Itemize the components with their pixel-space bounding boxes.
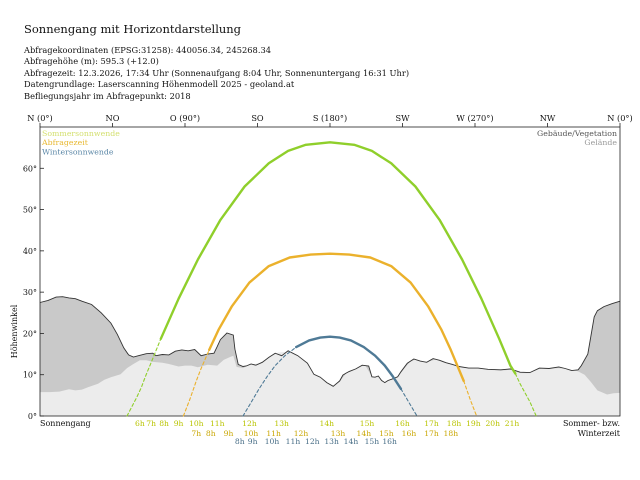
hour-label: 18h [447, 419, 462, 428]
chart-header: Sonnengang mit Horizontdarstellung Abfra… [24, 22, 409, 102]
chart-title: Sonnengang mit Horizontdarstellung [24, 22, 242, 36]
y-tick-label: 60° [23, 164, 37, 173]
hour-label: 12h [294, 429, 309, 438]
hour-label: 10h [244, 429, 259, 438]
hour-label: 12h [242, 419, 257, 428]
info-query-time: Abfragezeit: 12.3.2026, 17:34 Uhr (Sonne… [24, 67, 410, 78]
hour-label: 17h [424, 429, 439, 438]
hour-label: 21h [505, 419, 520, 428]
bottom-right-label-1: Sommer- bzw. [563, 419, 620, 428]
legend-left-entry: Wintersonnwende [42, 147, 114, 156]
sun-path-summer [126, 338, 162, 417]
x-tick-label: NW [540, 113, 556, 123]
hour-label: 15h [365, 437, 380, 446]
hour-label: 17h [424, 419, 439, 428]
info-height: Abfragehöhe (m): 595.3 (+12.0) [24, 56, 159, 67]
hour-label: 9h [174, 419, 184, 428]
sun-path-winter [295, 335, 403, 390]
sun-path-winter [242, 346, 297, 417]
legend-left-entry: Abfragezeit [41, 138, 89, 147]
hour-label: 11h [210, 419, 225, 428]
hour-label: 13h [331, 429, 346, 438]
hour-label: 8h [159, 419, 169, 428]
sun-path-winter [400, 388, 418, 417]
info-data-source: Datengrundlage: Laserscanning Höhenmodel… [24, 79, 295, 90]
legend-left-entry: Sommersonnwende [42, 129, 120, 138]
hour-label: 14h [357, 429, 372, 438]
hour-label: 10h [265, 437, 280, 446]
sun-path-summer [159, 141, 517, 375]
sun-path-query [208, 252, 465, 383]
hour-label: 6h [135, 419, 145, 428]
hour-label: 16h [395, 419, 410, 428]
hour-label: 12h [305, 437, 320, 446]
hour-label: 19h [466, 419, 481, 428]
x-tick-label: S (180°) [313, 113, 347, 123]
y-tick-label: 40° [23, 247, 37, 256]
x-tick-label: O (90°) [170, 113, 200, 123]
x-tick-label: NO [106, 113, 120, 123]
hour-label: 8h [206, 429, 216, 438]
y-tick-label: 0° [28, 412, 37, 421]
hour-label: 7h [191, 429, 201, 438]
hour-label: 13h [274, 419, 289, 428]
y-tick-label: 50° [23, 206, 37, 215]
hour-label: 16h [382, 437, 397, 446]
x-tick-label: SW [395, 113, 410, 123]
x-tick-label: SO [251, 113, 264, 123]
hour-label: 16h [402, 429, 417, 438]
legend-right-entry: Gelände [584, 138, 617, 147]
hour-label: 20h [485, 419, 500, 428]
hour-label: 18h [444, 429, 459, 438]
hour-label: 10h [189, 419, 204, 428]
x-tick-label: W (270°) [456, 113, 493, 123]
hour-label: 9h [248, 437, 258, 446]
sun-path-summer [514, 372, 537, 417]
sun-path-query [463, 380, 478, 417]
legend-right-entry: Gebäude/Vegetation [537, 129, 617, 138]
info-flight-year: Befliegungsjahr im Abfragepunkt: 2018 [24, 90, 191, 101]
bottom-right-label-2: Winterzeit [578, 429, 621, 438]
hour-label: 14h [319, 419, 334, 428]
hour-label: 15h [379, 429, 394, 438]
hour-label: 9h [224, 429, 234, 438]
x-tick-label: N (0°) [607, 113, 632, 123]
info-coordinates: Abfragekoordinaten (EPSG:31258): 440056.… [24, 45, 272, 55]
hour-label: 11h [266, 429, 281, 438]
bottom-left-label: Sonnengang [40, 419, 91, 428]
hour-label: 8h [235, 437, 245, 446]
sun-path-query [182, 349, 210, 417]
horizon-outline [39, 296, 621, 387]
hour-label: 14h [344, 437, 359, 446]
hour-label: 7h [146, 419, 156, 428]
hour-label: 11h [286, 437, 301, 446]
y-axis-label: Höhenwinkel [10, 304, 19, 358]
hour-label: 15h [360, 419, 375, 428]
y-tick-label: 10° [23, 371, 37, 380]
y-tick-label: 20° [23, 329, 37, 338]
x-tick-label: N (0°) [27, 113, 52, 123]
terrain-horizon [40, 351, 620, 416]
y-tick-label: 30° [23, 288, 37, 297]
hour-label: 13h [324, 437, 339, 446]
